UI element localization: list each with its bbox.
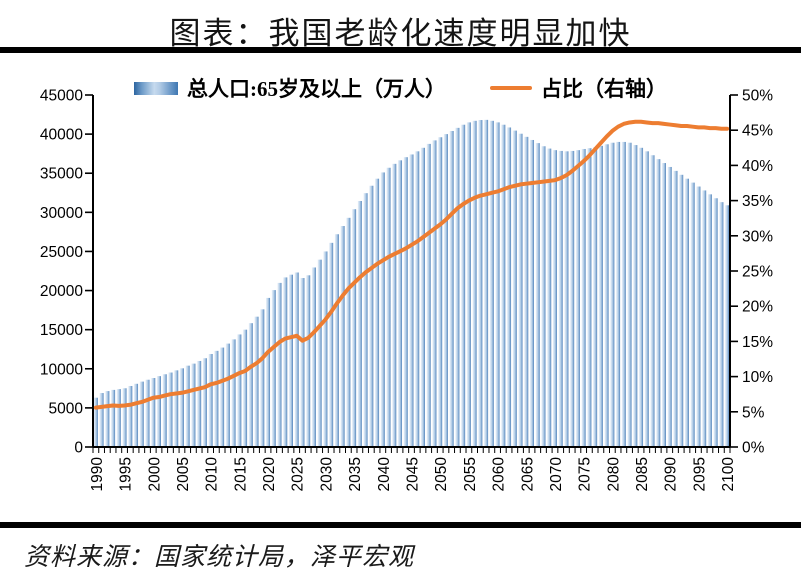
svg-text:0: 0 — [74, 440, 83, 457]
svg-text:2050: 2050 — [433, 457, 450, 492]
svg-text:2080: 2080 — [605, 457, 622, 492]
x-axis-labels: 1990 1995 2000 2005 2010 2015 2020 2025 2030 2035… — [89, 457, 737, 492]
population-bars — [93, 119, 730, 448]
bar-series-label: 总人口:65岁及以上（万人） — [187, 77, 446, 101]
svg-text:2020: 2020 — [261, 457, 278, 492]
svg-text:40000: 40000 — [40, 127, 83, 144]
left-axis-labels: 0 5000 10000 15000 20000 25000 30000 35000 40000… — [40, 88, 93, 457]
svg-text:2090: 2090 — [663, 457, 680, 492]
legend-item-population: 总人口:65岁及以上（万人） — [134, 73, 446, 103]
ratio-line — [93, 119, 730, 410]
line-series-label: 占比（右轴） — [541, 77, 667, 101]
legend: 总人口:65岁及以上（万人） 占比（右轴） — [0, 73, 801, 103]
page-title: 图表：我国老龄化速度明显加快 — [169, 16, 632, 51]
bar-series-swatch-icon — [134, 81, 178, 95]
source-note: 资料来源：国家统计局，泽平宏观 — [24, 544, 415, 571]
svg-text:2040: 2040 — [376, 457, 393, 492]
svg-text:25000: 25000 — [40, 244, 83, 261]
svg-text:45000: 45000 — [40, 88, 83, 105]
svg-text:25%: 25% — [742, 264, 773, 281]
bottom-divider — [0, 522, 801, 528]
svg-text:2075: 2075 — [577, 457, 594, 491]
svg-text:30%: 30% — [742, 228, 773, 245]
right-axis-labels: 0% 5% 10% 15% 20% 25% 30% 35% 40% 45% 50% — [730, 88, 773, 457]
svg-text:5000: 5000 — [49, 400, 84, 417]
svg-text:35%: 35% — [742, 193, 773, 210]
x-axis-ticks — [92, 447, 731, 453]
svg-text:2010: 2010 — [204, 457, 221, 492]
svg-text:40%: 40% — [742, 158, 773, 175]
svg-text:2095: 2095 — [691, 457, 708, 491]
svg-text:2100: 2100 — [720, 457, 737, 492]
svg-text:2055: 2055 — [462, 457, 479, 491]
svg-text:45%: 45% — [742, 123, 773, 140]
svg-text:15000: 15000 — [40, 322, 83, 339]
svg-text:20000: 20000 — [40, 283, 83, 300]
svg-text:1990: 1990 — [89, 457, 106, 492]
svg-text:2005: 2005 — [175, 457, 192, 491]
svg-text:2065: 2065 — [519, 457, 536, 491]
svg-text:2035: 2035 — [347, 457, 364, 491]
svg-text:1995: 1995 — [118, 457, 135, 491]
svg-text:2060: 2060 — [491, 457, 508, 492]
svg-text:20%: 20% — [742, 299, 773, 316]
svg-text:2025: 2025 — [290, 457, 307, 491]
svg-text:35000: 35000 — [40, 166, 83, 183]
svg-text:2000: 2000 — [146, 457, 163, 492]
svg-text:0%: 0% — [742, 440, 765, 457]
svg-text:5%: 5% — [742, 404, 765, 421]
combo-chart: 0 5000 10000 15000 20000 25000 30000 35000 40000… — [40, 88, 773, 492]
chart-area: 总人口:65岁及以上（万人） 占比（右轴） 0 5000 10000 15000 200… — [0, 53, 801, 522]
line-series-swatch-icon — [490, 86, 532, 90]
svg-text:2030: 2030 — [318, 457, 335, 492]
top-divider — [0, 47, 801, 53]
svg-text:10%: 10% — [742, 369, 773, 386]
svg-text:2045: 2045 — [405, 457, 422, 491]
svg-text:2085: 2085 — [634, 457, 651, 491]
svg-text:50%: 50% — [742, 88, 773, 105]
svg-text:2070: 2070 — [548, 457, 565, 492]
svg-text:30000: 30000 — [40, 205, 83, 222]
svg-text:2015: 2015 — [232, 457, 249, 491]
svg-text:10000: 10000 — [40, 361, 83, 378]
legend-item-ratio: 占比（右轴） — [490, 73, 667, 103]
svg-text:15%: 15% — [742, 334, 773, 351]
